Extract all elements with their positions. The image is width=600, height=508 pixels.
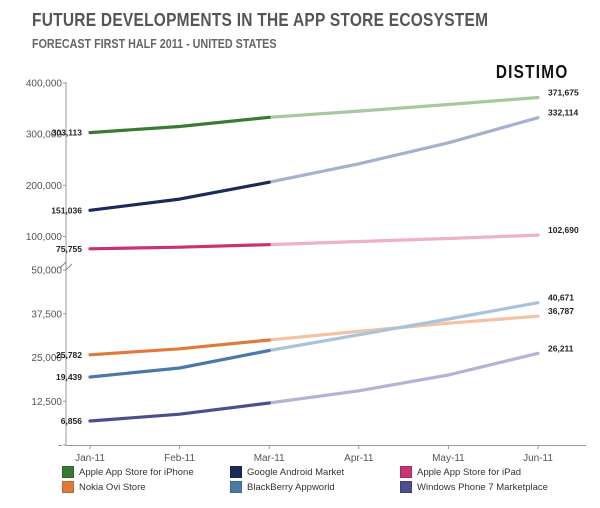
x-tick-label: Apr-11 <box>344 453 374 464</box>
series-actual-line <box>88 338 271 357</box>
y-tick-label: 37,500 <box>31 309 62 320</box>
legend-label: Google Android Market <box>247 466 345 478</box>
series-actual-line <box>88 115 271 135</box>
legend-label: Nokia Ovi Store <box>79 481 146 493</box>
legend-swatch <box>400 466 412 478</box>
data-label-end: 36,787 <box>548 306 574 316</box>
data-label-start: 75,755 <box>56 244 82 254</box>
legend-item: Apple App Store for iPhone <box>62 466 194 478</box>
data-label-end: 26,211 <box>548 343 574 353</box>
x-tick-label: Feb-11 <box>164 453 195 464</box>
series-actual-line <box>88 348 271 379</box>
series-actual-line <box>88 243 271 251</box>
brand-logo: DISTIMO <box>495 62 568 82</box>
legend-item: Nokia Ovi Store <box>62 481 146 493</box>
y-tick-label: 50,000 <box>31 266 62 277</box>
axis-break-mark <box>59 260 73 272</box>
data-label-end: 40,671 <box>548 293 574 303</box>
series-forecast-line <box>267 301 540 353</box>
data-label-end: 371,675 <box>548 87 579 97</box>
data-label-start: 6,856 <box>61 416 83 426</box>
legend-item: Windows Phone 7 Marketplace <box>400 481 548 493</box>
legend-label: Apple App Store for iPad <box>417 466 522 478</box>
legend-swatch <box>62 481 74 493</box>
x-tick-label: Jun-11 <box>523 453 553 464</box>
y-tick-label: 300,000 <box>26 130 63 141</box>
legend-label: BlackBerry Appworld <box>247 481 335 493</box>
y-tick-label: 100,000 <box>26 232 63 243</box>
y-tick-label: - <box>59 441 62 452</box>
x-tick-label: Mar-11 <box>254 453 285 464</box>
series-forecast-line <box>267 116 540 184</box>
legend-swatch <box>400 481 412 493</box>
legend-swatch <box>230 481 242 493</box>
series-forecast-line <box>267 233 540 247</box>
chart-legend: Apple App Store for iPhone Google Android… <box>62 466 582 506</box>
chart-subtitle: FORECAST FIRST HALF 2011 - UNITED STATES <box>32 37 277 51</box>
x-tick-label: May-11 <box>432 453 465 464</box>
legend-item: BlackBerry Appworld <box>230 481 335 493</box>
series-forecast-line <box>267 95 540 119</box>
y-tick-label: 400,000 <box>26 79 63 90</box>
data-label-start: 151,036 <box>51 205 82 215</box>
data-label-end: 102,690 <box>548 225 579 235</box>
legend-swatch <box>230 466 242 478</box>
chart-title: FUTURE DEVELOPMENTS IN THE APP STORE ECO… <box>32 10 489 30</box>
data-label-start: 25,782 <box>56 350 82 360</box>
x-tick-label: Jan-11 <box>75 453 105 464</box>
data-label-end: 332,114 <box>548 108 579 118</box>
y-tick-label: 200,000 <box>26 181 63 192</box>
legend-item: Apple App Store for iPad <box>400 466 521 478</box>
series-forecast-line <box>267 351 540 405</box>
legend-label: Windows Phone 7 Marketplace <box>417 481 548 493</box>
data-label-start: 303,113 <box>52 128 83 138</box>
y-tick-label: 25,000 <box>31 353 62 364</box>
series-actual-line <box>88 180 271 212</box>
series-actual-line <box>88 401 271 423</box>
legend-item: Google Android Market <box>230 466 344 478</box>
data-label-start: 19,439 <box>56 372 82 382</box>
legend-swatch <box>62 466 74 478</box>
y-tick-label: 12,500 <box>31 397 62 408</box>
legend-label: Apple App Store for iPhone <box>79 466 194 478</box>
